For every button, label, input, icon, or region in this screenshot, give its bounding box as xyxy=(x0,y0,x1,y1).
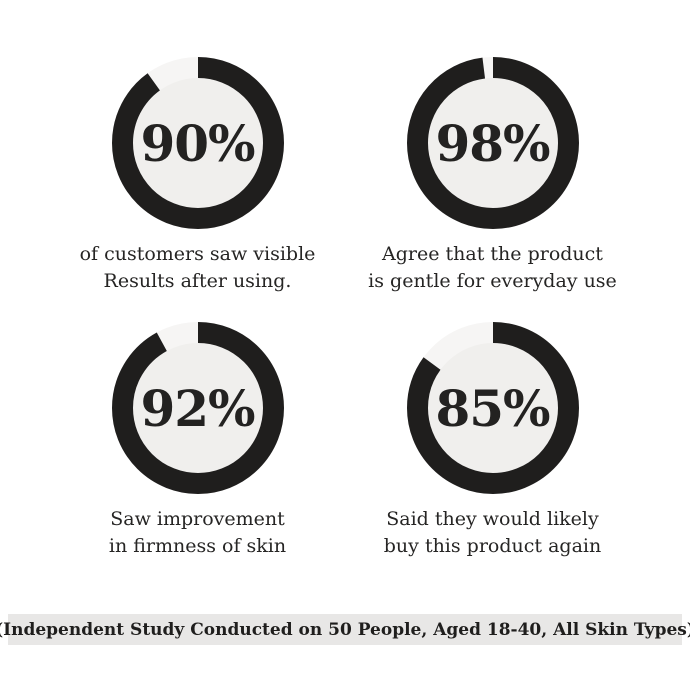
stat-caption-line-1: Said they would likely xyxy=(386,508,599,530)
percent-label: 90% xyxy=(140,113,255,173)
stat-caption-line-1: Agree that the product xyxy=(382,243,603,265)
stat-caption-line-2: in firmness of skin xyxy=(108,535,287,557)
donut-inner-disc xyxy=(426,77,559,209)
stat-caption-line-2: buy this product again xyxy=(383,535,602,557)
stat-card: 92% Saw improvement in firmness of skin xyxy=(50,322,345,560)
footer-text: (Independent Study Conducted on 50 Peopl… xyxy=(0,619,690,640)
donut-rings-svg xyxy=(111,57,284,229)
stats-grid: 90% of customers saw visible Results aft… xyxy=(50,57,640,560)
donut-arc xyxy=(111,57,284,229)
stat-caption-line-1: Saw improvement xyxy=(110,508,285,530)
donut-chart: 98% xyxy=(406,57,579,229)
percent-label: 98% xyxy=(435,113,550,173)
stat-caption: Saw improvement in firmness of skin xyxy=(50,506,345,560)
stat-caption: Agree that the product is gentle for eve… xyxy=(345,241,640,295)
donut-rings-svg xyxy=(111,322,284,494)
stat-caption: of customers saw visible Results after u… xyxy=(50,241,345,295)
donut-inner-disc xyxy=(131,342,264,474)
donut-rings-svg xyxy=(406,57,579,229)
donut-chart: 90% xyxy=(111,57,284,229)
donut-arc xyxy=(111,322,284,494)
stat-card: 98% Agree that the product is gentle for… xyxy=(345,57,640,295)
stat-card: 90% of customers saw visible Results aft… xyxy=(50,57,345,295)
donut-inner-disc xyxy=(131,77,264,209)
donut-arc xyxy=(406,57,579,229)
donut-chart: 92% xyxy=(111,322,284,494)
donut-inner-disc xyxy=(426,342,559,474)
donut-arc xyxy=(406,322,579,494)
stat-caption-line-2: is gentle for everyday use xyxy=(368,270,617,292)
percent-label: 85% xyxy=(435,378,550,438)
donut-rings-svg xyxy=(406,322,579,494)
footer-bar: (Independent Study Conducted on 50 Peopl… xyxy=(0,614,690,645)
stat-caption: Said they would likely buy this product … xyxy=(345,506,640,560)
stat-caption-line-2: Results after using. xyxy=(103,270,292,292)
stat-card: 85% Said they would likely buy this prod… xyxy=(345,322,640,560)
percent-label: 92% xyxy=(140,378,255,438)
stat-caption-line-1: of customers saw visible xyxy=(79,243,316,265)
donut-chart: 85% xyxy=(406,322,579,494)
